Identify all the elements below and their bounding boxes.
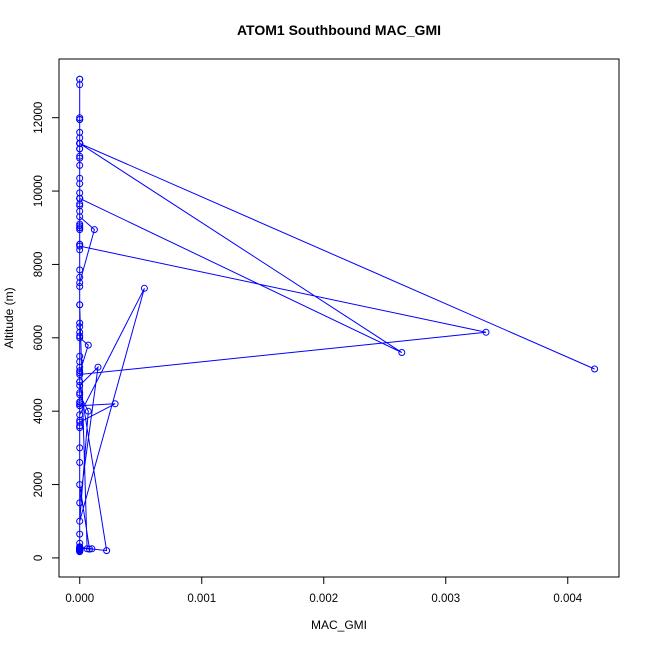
data-point (76, 459, 84, 466)
data-point (76, 240, 84, 248)
data-point (76, 194, 84, 202)
x-tick-label: 0.001 (187, 593, 216, 605)
data-point (76, 547, 84, 555)
data-point (76, 301, 84, 309)
data-point (76, 481, 84, 489)
data-point (84, 407, 92, 415)
data-point (76, 382, 84, 389)
x-axis: 0.000 0.001 0.002 0.003 0.004 (65, 576, 583, 605)
x-tick-label: 0.003 (431, 593, 460, 605)
data-point (84, 341, 92, 349)
data-point (76, 283, 84, 290)
y-axis: 0 2000 4000 6000 8000 10000 12000 (33, 102, 60, 561)
data-point (76, 161, 84, 169)
data-point (76, 319, 84, 327)
data-point (76, 116, 84, 123)
data-point (76, 334, 84, 342)
data-point (94, 363, 102, 371)
y-tick-label: 12000 (33, 102, 45, 134)
data-point (76, 222, 84, 230)
data-point (76, 367, 84, 375)
data-point (76, 418, 84, 426)
data-point (76, 543, 84, 551)
y-axis-label: Altitude (m) (2, 287, 16, 348)
data-point (76, 154, 84, 162)
chart-title: ATOM1 Southbound MAC_GMI (237, 22, 441, 38)
series-line (79, 79, 595, 552)
data-point (76, 411, 84, 419)
data-point (76, 539, 84, 547)
data-point (76, 371, 84, 378)
y-tick-label: 8000 (33, 252, 45, 278)
plot-frame (58, 58, 620, 578)
data-point (140, 284, 148, 292)
data-point (76, 224, 84, 232)
data-point (76, 444, 84, 452)
x-axis-label: MAC_GMI (311, 618, 367, 632)
data-point (88, 545, 96, 553)
data-point (76, 391, 84, 399)
x-tick-label: 0.002 (309, 593, 338, 605)
data-point (76, 279, 84, 287)
data-point (591, 365, 599, 373)
data-point (76, 363, 84, 371)
data-point (76, 213, 84, 221)
x-tick-label: 0.004 (553, 593, 582, 605)
data-point (76, 180, 84, 188)
y-tick-label: 10000 (33, 175, 45, 207)
y-tick-label: 2000 (33, 472, 45, 498)
data-point (103, 547, 111, 555)
data-point (76, 517, 84, 525)
series-layer (76, 75, 599, 556)
y-tick-label: 0 (33, 555, 45, 561)
data-point (76, 152, 84, 160)
data-point (482, 328, 490, 336)
data-point (111, 400, 119, 408)
data-point (398, 349, 406, 356)
data-point (76, 75, 84, 83)
data-point (76, 422, 84, 430)
data-point (86, 545, 93, 553)
data-point (76, 402, 84, 410)
data-point (76, 499, 84, 507)
data-point (83, 545, 91, 553)
data-point (76, 139, 84, 147)
data-point (76, 530, 84, 538)
data-point (76, 378, 84, 386)
data-point (90, 226, 98, 234)
y-tick-label: 6000 (33, 325, 45, 351)
data-point (76, 266, 84, 274)
data-point (76, 398, 84, 406)
x-tick-label: 0.000 (65, 593, 94, 605)
data-point (76, 389, 84, 397)
data-point (76, 202, 84, 210)
y-tick-label: 4000 (33, 398, 45, 424)
